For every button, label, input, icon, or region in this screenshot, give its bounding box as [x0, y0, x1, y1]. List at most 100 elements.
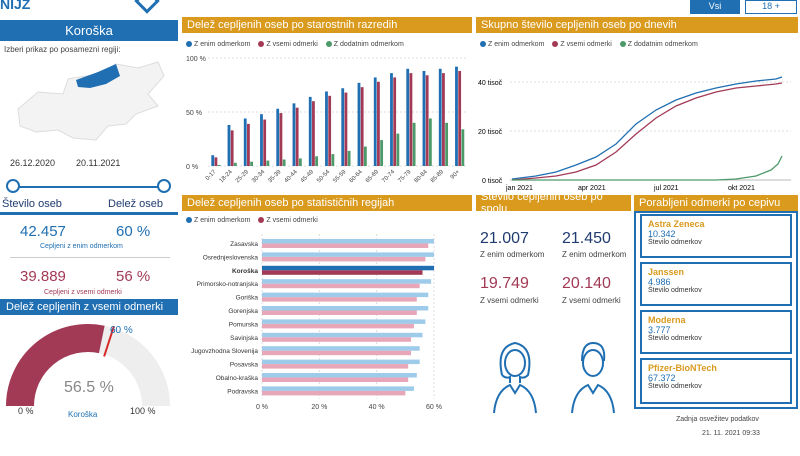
gauge-chart — [6, 323, 170, 407]
gauge-header: Delež cepljenih z vsemi odmerki — [0, 299, 178, 315]
bar-all-doses — [312, 101, 315, 166]
regions-chart: 0 % 20 % 40 % 60 % Zasavska Osrednjeslovenska… — [191, 234, 442, 411]
vaccine-card: Pfizer-BioNTech 67.372 Število odmerkov — [640, 358, 792, 404]
x-tick: 75-79 — [397, 169, 413, 185]
region-label: Zasavska — [230, 241, 258, 248]
bar-one-dose — [262, 306, 429, 311]
legend-extra: Z dodatnim odmerkom — [619, 41, 698, 48]
bar-all-doses — [262, 283, 420, 289]
date-to: 20.11.2021 — [76, 158, 121, 168]
female-icon — [493, 341, 537, 414]
date-slider-track[interactable] — [12, 186, 166, 188]
legend-all: Z vsemi odmerki — [258, 41, 318, 48]
region-label: Primorsko-notranjska — [197, 281, 259, 288]
bar-extra-dose — [266, 160, 270, 166]
region-label: Podravska — [227, 388, 258, 395]
sex-header: Število cepljenih oseb po spolu — [476, 191, 631, 215]
age-chart-title: Delež cepljenih oseb po starostnih razre… — [187, 19, 398, 31]
sex-title: Število cepljenih oseb po spolu — [481, 191, 603, 215]
count-all-doses: 39.889 — [20, 268, 66, 285]
bar-all-doses — [458, 70, 462, 166]
vaccines-frame — [634, 211, 798, 409]
slovenia-map[interactable] — [8, 54, 168, 146]
age-legend: Z enim odmerkom Z vsemi odmerki Z dodatn… — [186, 41, 404, 48]
x-tick: jan 2021 — [505, 185, 533, 192]
bar-all-doses — [262, 323, 414, 329]
logo-text: NIJZ — [0, 0, 31, 12]
share-all-doses: 56 % — [116, 268, 151, 285]
bar-extra-dose — [298, 158, 302, 166]
bar-all-doses — [262, 350, 412, 356]
bar-one-dose — [262, 373, 417, 378]
x-tick: 45-49 — [300, 169, 316, 185]
gauge-target-marker — [103, 325, 115, 357]
regions-chart-header: Delež cepljenih oseb po statističnih reg… — [182, 195, 472, 211]
bar-one-dose — [262, 265, 434, 271]
region-label: Goriška — [236, 295, 259, 302]
bar-one-dose — [262, 279, 432, 284]
x-tick: apr 2021 — [578, 185, 606, 192]
bar-extra-dose — [331, 154, 335, 166]
male-one-label: Z enim odmerkom — [562, 250, 627, 259]
bar-all-doses — [295, 107, 299, 166]
gauge-title: Delež cepljenih z vsemi odmerki — [6, 301, 164, 313]
filter-18-button[interactable]: 18 + — [745, 0, 797, 14]
bar-all-doses — [393, 77, 397, 166]
filter-all-button[interactable]: Vsi — [690, 0, 740, 14]
legend-one: Z enim odmerkom — [186, 41, 250, 48]
x-tick: 65-69 — [365, 169, 381, 185]
region-label: Obalno-kraška — [216, 375, 259, 382]
female-all-label: Z vsemi odmerki — [480, 296, 539, 305]
vaccine-label: Število odmerkov — [648, 383, 702, 390]
bar-one-dose — [422, 70, 426, 166]
bar-one-dose — [357, 82, 361, 166]
bar-all-doses — [279, 113, 283, 166]
series-one-line — [511, 76, 783, 180]
region-label: Koroška — [232, 268, 258, 275]
bar-extra-dose — [428, 118, 432, 166]
regions-legend: Z enim odmerkom Z vsemi odmerki — [186, 217, 318, 224]
bar-one-dose — [262, 292, 429, 298]
daily-chart-header: Skupno število cepljenih oseb po dnevih — [476, 17, 798, 33]
label-all-doses: Cepljeni z vsemi odmerki — [44, 289, 122, 296]
vaccine-value: 10.342 — [648, 229, 676, 239]
female-one-label: Z enim odmerkom — [480, 250, 545, 259]
bar-all-doses — [214, 157, 218, 166]
bar-extra-dose — [412, 122, 416, 166]
bar-extra-dose — [461, 129, 465, 166]
x-tick: okt 2021 — [728, 185, 755, 192]
vaccine-name: Moderna — [648, 315, 686, 325]
koroska-region — [76, 64, 120, 88]
legend-all: Z vsemi odmerki — [258, 217, 318, 224]
gauge-value: 56.5 % — [64, 379, 114, 396]
bar-one-dose — [390, 73, 393, 166]
bar-all-doses — [442, 73, 445, 166]
x-tick: 0-17 — [205, 169, 218, 182]
x-tick: 70-74 — [381, 169, 397, 185]
x-tick: 90+ — [450, 169, 462, 181]
bar-all-doses — [230, 130, 234, 166]
bar-one-dose — [262, 359, 420, 365]
date-slider-end-handle[interactable] — [157, 179, 171, 193]
x-tick: 85-89 — [430, 169, 446, 185]
vaccine-name: Astra Zeneca — [648, 219, 705, 229]
series-all-line — [511, 82, 783, 181]
region-label: Gorenjska — [228, 308, 258, 315]
legend-all: Z vsemi odmerki — [552, 41, 612, 48]
vaccine-value: 67.372 — [648, 373, 676, 383]
age-chart: 100 % 50 % 0 % 0-17 18-24 25-29 30-34 35-39 40-4… — [186, 56, 468, 185]
logo: NIJZ — [0, 0, 40, 12]
region-header[interactable]: Koroška — [0, 20, 178, 41]
refresh-date: 21. 11. 2021 09:33 — [702, 430, 760, 437]
bar-all-doses — [262, 377, 409, 382]
bar-extra-dose — [445, 122, 449, 166]
series-extra-line — [512, 155, 783, 181]
region-label: Osrednjeslovenska — [203, 254, 259, 261]
bar-one-dose — [211, 155, 215, 166]
date-slider-start-handle[interactable] — [6, 179, 20, 193]
bar-one-dose — [406, 68, 410, 166]
bar-all-doses — [409, 73, 413, 166]
vaccines-header: Porabljeni odmerki po cepivu — [634, 195, 798, 211]
bar-all-doses — [262, 364, 409, 369]
bar-all-doses — [262, 243, 429, 248]
